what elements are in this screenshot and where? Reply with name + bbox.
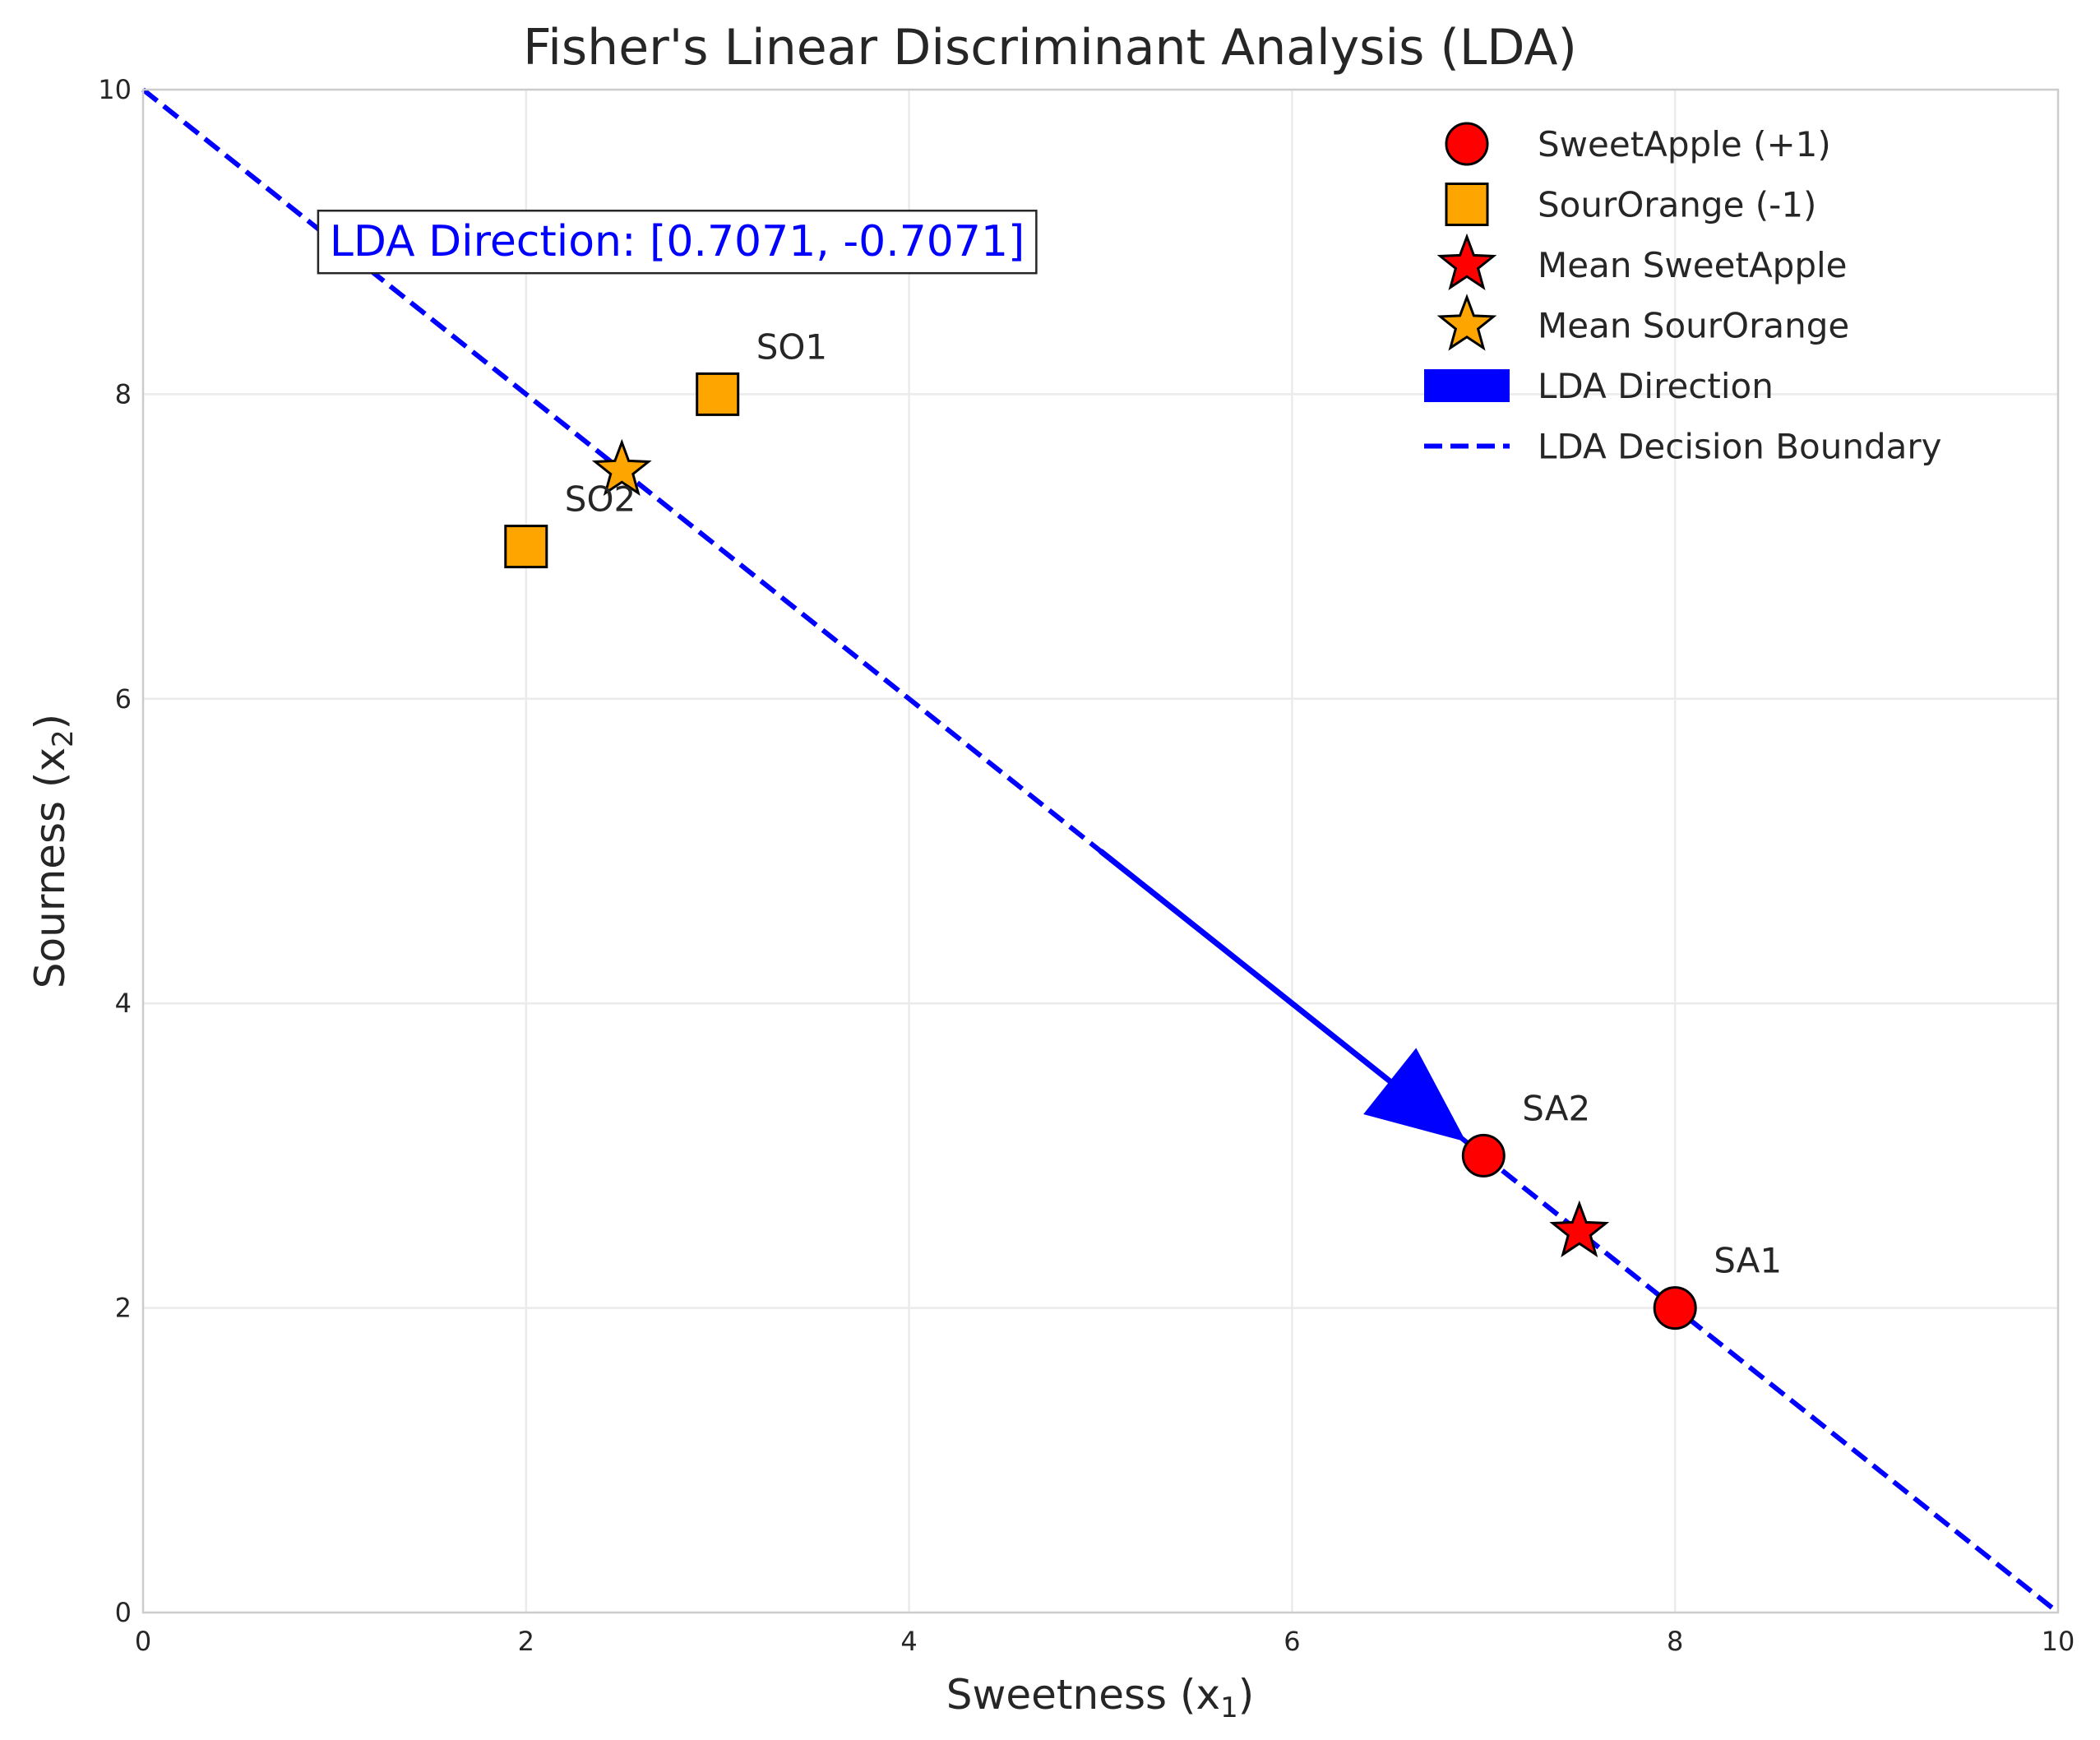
point-label: SO2 — [565, 479, 636, 520]
y-tick-label: 0 — [115, 1597, 132, 1628]
x-tick-label: 10 — [2042, 1626, 2075, 1657]
legend-sourorange-1-label: SourOrange (-1) — [1538, 185, 1816, 225]
plot-frame — [141, 88, 2060, 1614]
sourorange-1-square-marker — [504, 525, 548, 569]
y-tick-label: 8 — [115, 378, 132, 410]
legend-mean-sourorange-label: Mean SourOrange — [1538, 306, 1849, 346]
legend-mean-sweetapple-swatch — [1436, 233, 1497, 290]
chart-title: Fisher's Linear Discriminant Analysis (L… — [523, 19, 1577, 76]
x-tick-labels: 0 2 4 6 8 10 — [135, 1626, 2075, 1657]
x-tick-label: 6 — [1284, 1626, 1300, 1657]
legend-lda-decision-boundary-label: LDA Decision Boundary — [1538, 427, 1942, 467]
point-label: SA1 — [1714, 1241, 1782, 1281]
point-annotations: SA1 SA2 SO1 SO2 — [565, 326, 1782, 1280]
y-axis-label: Sourness (x2) — [26, 714, 80, 988]
y-tick-labels: 0 2 4 6 8 10 — [98, 74, 132, 1628]
x-axis-label: Sweetness (x1) — [946, 1671, 1254, 1724]
y-tick-label: 6 — [115, 683, 132, 715]
point-label: SO1 — [756, 326, 827, 367]
lda-direction-box-frame — [317, 209, 1038, 275]
grid-lines — [143, 90, 2058, 1613]
mean-sourorange-star-marker — [591, 438, 652, 496]
x-tick-label: 2 — [518, 1626, 534, 1657]
lda-direction-arrow — [1099, 849, 1466, 1142]
mean-sweetapple-star-marker — [1549, 1200, 1610, 1257]
x-tick-label: 4 — [900, 1626, 917, 1657]
sweetapple-1-circle-marker — [1461, 1133, 1506, 1178]
legend-mean-sweetapple-label: Mean SweetApple — [1538, 245, 1848, 285]
sourorange-1-square-marker — [696, 372, 740, 416]
x-tick-label: 0 — [135, 1626, 151, 1657]
lda-direction-box-text: LDA Direction: [0.7071, -0.7071] — [330, 217, 1025, 266]
y-tick-label: 10 — [98, 74, 132, 105]
legend-sweetapple-1-label: SweetApple (+1) — [1538, 124, 1831, 164]
legend-sweetapple-1-swatch — [1445, 122, 1489, 166]
lda-direction-box: LDA Direction: [0.7071, -0.7071] — [317, 209, 1038, 275]
legend-sourorange-1-swatch — [1445, 183, 1489, 226]
sweetapple-1-circle-marker — [1653, 1286, 1697, 1330]
x-tick-label: 8 — [1667, 1626, 1683, 1657]
y-tick-label: 4 — [115, 988, 132, 1019]
data-points — [504, 372, 1697, 1330]
legend: SweetApple (+1) SourOrange (-1) Mean Sweet… — [1424, 122, 1942, 467]
y-tick-label: 2 — [115, 1293, 132, 1324]
lda-arrow-head — [1363, 1048, 1466, 1142]
lda-arrow-shaft — [1099, 849, 1393, 1085]
legend-mean-sourorange-swatch — [1436, 294, 1497, 351]
point-label: SA2 — [1522, 1088, 1590, 1128]
legend-lda-direction-label: LDA Direction — [1538, 366, 1774, 406]
legend-lda-direction-swatch — [1424, 369, 1510, 402]
